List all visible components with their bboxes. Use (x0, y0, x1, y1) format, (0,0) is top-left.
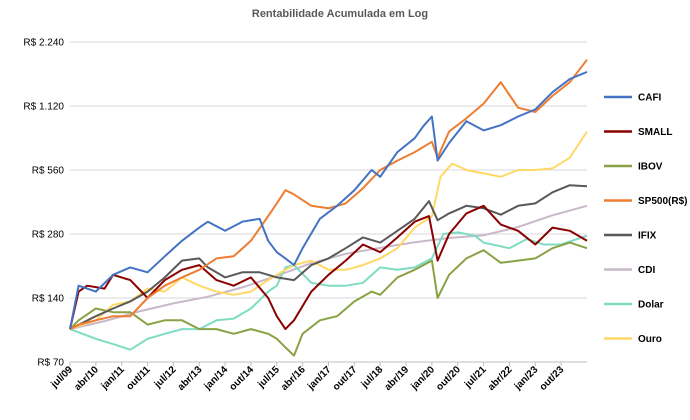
y-tick-label: R$ 280 (32, 230, 65, 241)
legend-label-cdi: CDI (638, 265, 655, 276)
y-tick-label: R$ 70 (37, 358, 64, 369)
x-tick-label: out/14 (227, 364, 256, 393)
y-axis: R$ 70 R$ 140 R$ 280 R$ 560 R$ 1.120 R$ 2.240 (23, 38, 64, 369)
x-tick-label: jul/15 (255, 364, 282, 391)
x-tick-label: jul/18 (359, 364, 386, 391)
x-tick-label: jan/17 (305, 364, 334, 393)
x-tick-label: jan/23 (512, 364, 541, 393)
series-layer (69, 59, 588, 357)
x-tick-label: abr/16 (279, 364, 308, 393)
grid-layer (70, 41, 587, 363)
x-tick-label: abr/10 (72, 364, 101, 393)
x-tick-label: abr/19 (383, 364, 412, 393)
y-tick-label: R$ 560 (32, 166, 65, 177)
x-tick-label: jan/14 (202, 364, 231, 393)
legend-label-ibov: IBOV (638, 162, 663, 173)
y-tick-label: R$ 140 (32, 294, 65, 305)
legend-label-small: SMALL (638, 127, 672, 138)
y-tick-label: R$ 2.240 (23, 38, 64, 49)
legend-label-ouro: Ouro (638, 334, 662, 345)
x-tick-label: jan/11 (99, 364, 127, 392)
series-line-ouro (69, 130, 588, 331)
legend-label-sp500r: SP500(R$) (638, 196, 687, 207)
x-tick-label: abr/13 (176, 364, 205, 393)
x-tick-label: out/11 (124, 364, 153, 393)
x-tick-label: out/20 (434, 364, 463, 393)
series-line-cafi (69, 70, 588, 330)
legend-label-dolar: Dolar (638, 300, 664, 311)
x-tick-label: out/17 (331, 364, 360, 393)
x-tick-label: jan/20 (408, 364, 437, 393)
chart-title: Rentabilidade Acumulada em Log (252, 8, 428, 20)
series-line-sp500r (69, 59, 588, 330)
x-tick-label: out/23 (538, 364, 567, 393)
legend-label-cafi: CAFI (638, 93, 662, 104)
series-line-ifix (69, 184, 588, 330)
x-tick-label: jul/21 (462, 364, 489, 391)
series-line-ibov (69, 241, 588, 357)
legend-label-ifix: IFIX (638, 231, 657, 242)
x-tick-label: abr/22 (486, 364, 515, 393)
series-line-cdi (69, 204, 588, 331)
series-line-small (69, 204, 588, 331)
y-tick-label: R$ 1.120 (23, 102, 64, 113)
x-tick-label: jul/12 (152, 364, 179, 391)
legend: CAFI SMALL IBOV SP500(R$) IFIX CDI Dolar Ouro (604, 93, 687, 345)
